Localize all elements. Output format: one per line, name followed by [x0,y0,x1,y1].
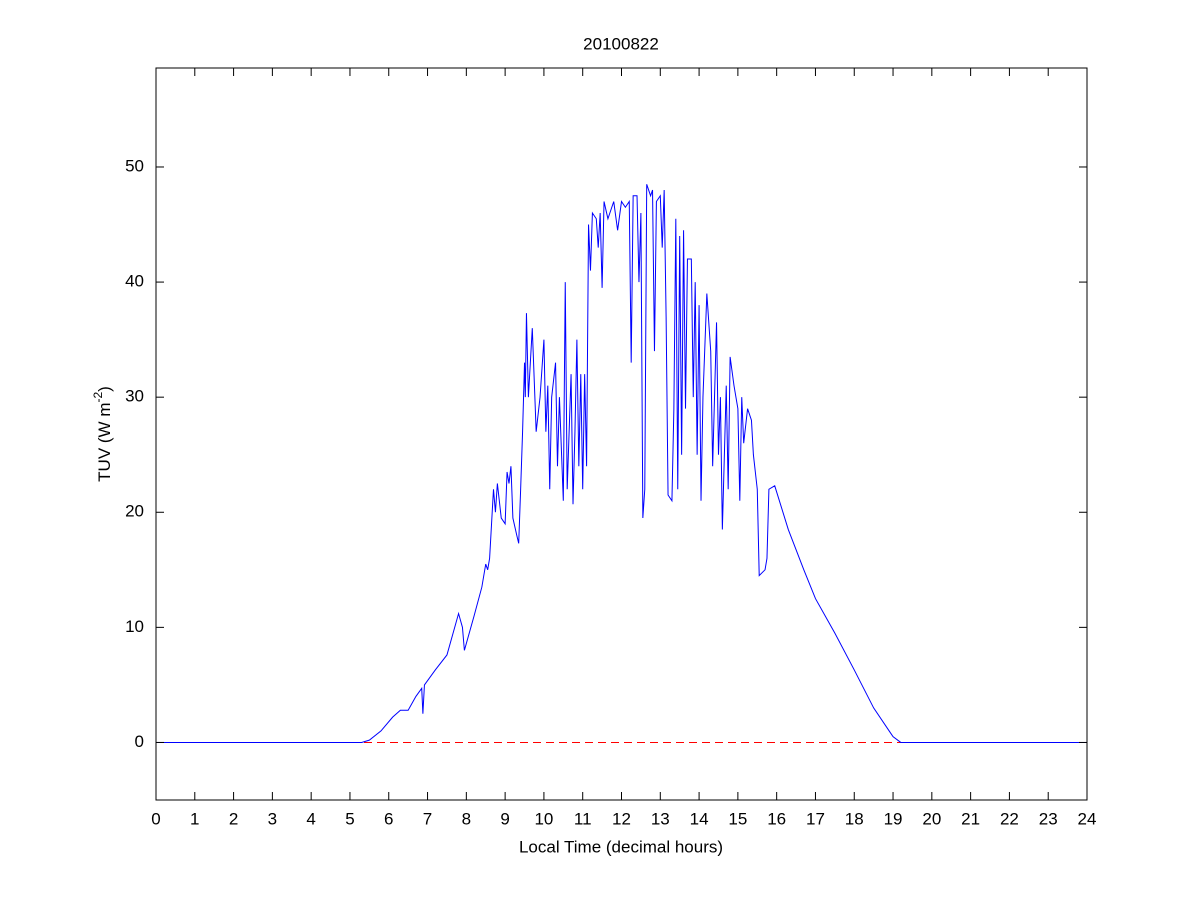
y-tick-label: 0 [135,732,144,751]
y-tick-label: 40 [125,272,144,291]
x-tick-label: 17 [806,809,825,828]
x-tick-label: 13 [651,809,670,828]
x-tick-label: 10 [534,809,553,828]
x-tick-label: 21 [961,809,980,828]
x-tick-label: 14 [690,809,709,828]
y-tick-label: 30 [125,387,144,406]
x-tick-label: 7 [423,809,432,828]
x-tick-label: 20 [922,809,941,828]
x-tick-label: 11 [574,809,592,828]
x-tick-label: 3 [268,809,277,828]
x-tick-label: 19 [884,809,903,828]
x-tick-label: 24 [1078,809,1097,828]
y-tick-label: 20 [125,502,144,521]
x-tick-label: 9 [500,809,509,828]
x-tick-label: 6 [384,809,393,828]
data-line [156,184,1087,743]
x-tick-label: 23 [1039,809,1058,828]
x-tick-label: 8 [462,809,471,828]
y-label-suffix: ) [95,386,114,392]
x-tick-label: 5 [345,809,354,828]
x-axis-label: Local Time (decimal hours) [519,837,723,856]
x-tick-label: 4 [306,809,315,828]
x-tick-label: 2 [229,809,238,828]
x-tick-label: 15 [728,809,747,828]
chart-title: 20100822 [583,34,659,53]
x-tick-label: 22 [1000,809,1019,828]
x-tick-label: 0 [151,809,160,828]
y-tick-label: 50 [125,156,144,175]
y-axis-label: TUV (W m-2) [91,386,114,482]
x-tick-label: 16 [767,809,786,828]
x-tick-label: 18 [845,809,864,828]
y-tick-label: 10 [125,617,144,636]
y-label-text: TUV (W m [95,403,114,482]
x-tick-label: 12 [612,809,631,828]
y-label-sup: -2 [91,392,105,403]
x-tick-label: 1 [190,809,199,828]
